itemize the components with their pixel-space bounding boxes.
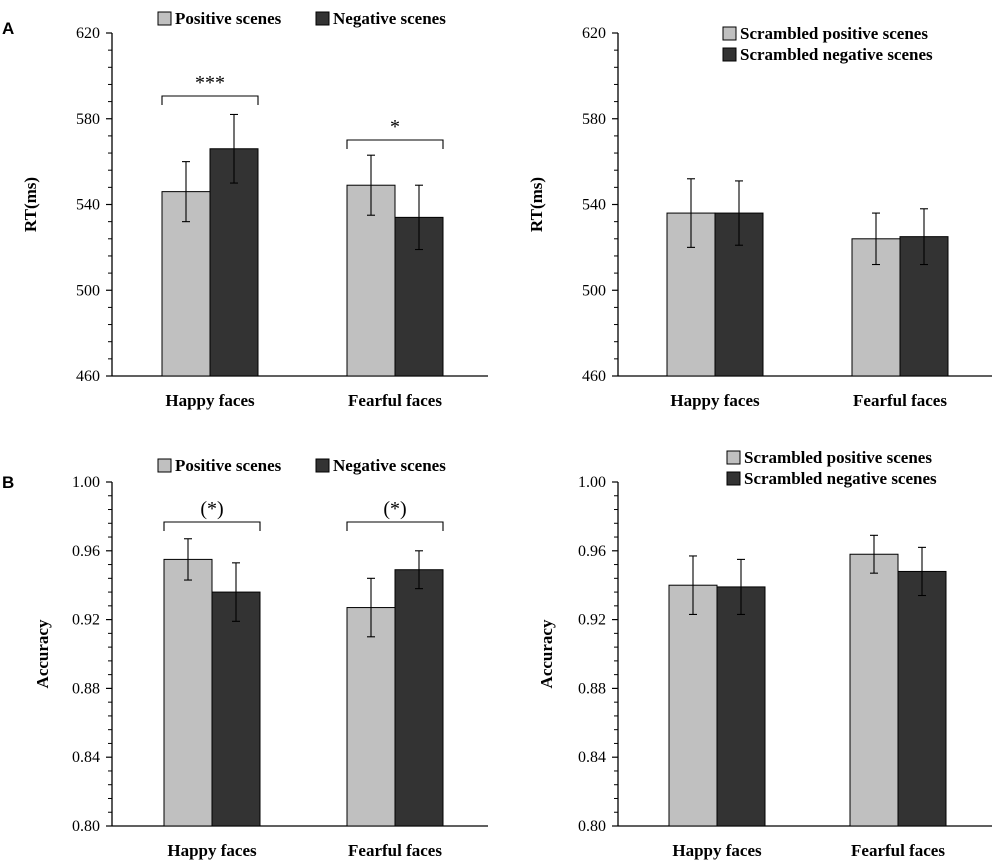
y-tick-label: 0.96 bbox=[578, 543, 606, 560]
bar-light-fearful bbox=[849, 553, 899, 827]
significance-bracket bbox=[163, 521, 261, 531]
legend-swatch-light bbox=[722, 26, 737, 41]
y-tick-label: 620 bbox=[76, 25, 100, 42]
x-category-label: Happy faces bbox=[670, 391, 760, 410]
bar-dark-happy bbox=[211, 591, 261, 827]
chart-4: 0.80 0.84 0.88 0.92 0.96 1.00 Accuracy Happy fa… bbox=[537, 448, 992, 860]
significance-label: * bbox=[390, 116, 400, 138]
y-tick-label: 0.84 bbox=[578, 749, 606, 766]
legend-label: Negative scenes bbox=[333, 9, 446, 28]
charts-group: 460 500 540 580 620 RT(ms) Happy faces Fearful … bbox=[21, 9, 992, 860]
y-tick-label: 460 bbox=[76, 368, 100, 385]
legend: Scrambled positive scenes Scrambled negat… bbox=[726, 448, 937, 488]
x-category-label: Happy faces bbox=[165, 391, 255, 410]
legend-label: Negative scenes bbox=[333, 456, 446, 475]
significance-bracket bbox=[161, 95, 259, 105]
panel-label-a: A bbox=[2, 19, 14, 38]
panel-label-b: B bbox=[2, 473, 14, 492]
legend-label: Scrambled positive scenes bbox=[744, 448, 932, 467]
x-category-label: Happy faces bbox=[167, 841, 257, 860]
x-category-label: Fearful faces bbox=[853, 391, 947, 410]
chart-1: 460 500 540 580 620 RT(ms) Happy faces Fearful … bbox=[21, 9, 488, 410]
bar-dark-happy bbox=[716, 586, 766, 827]
bar-light-happy bbox=[161, 191, 211, 377]
legend-swatch-light bbox=[157, 11, 172, 26]
y-tick-label: 540 bbox=[582, 197, 606, 214]
legend-label: Positive scenes bbox=[175, 9, 282, 28]
bar-light-happy bbox=[668, 584, 718, 827]
bar-light-fearful bbox=[346, 184, 396, 377]
chart-2: 460 500 540 580 620 RT(ms) Happy faces Fearful … bbox=[527, 24, 992, 410]
x-category-label: Fearful faces bbox=[851, 841, 945, 860]
y-tick-label: 0.80 bbox=[578, 818, 606, 835]
y-tick-label: 0.80 bbox=[72, 818, 100, 835]
y-axis-title: Accuracy bbox=[537, 619, 556, 688]
legend: Positive scenes Negative scenes bbox=[157, 9, 446, 28]
legend-swatch-dark bbox=[726, 471, 741, 486]
legend-swatch-dark bbox=[315, 11, 330, 26]
y-tick-label: 1.00 bbox=[578, 474, 606, 491]
legend-swatch-dark bbox=[722, 47, 737, 62]
y-tick-label: 620 bbox=[582, 25, 606, 42]
bar-dark-happy bbox=[209, 148, 259, 377]
y-tick-label: 500 bbox=[582, 282, 606, 299]
y-tick-label: 500 bbox=[76, 282, 100, 299]
y-tick-label: 580 bbox=[582, 111, 606, 128]
bar-dark-fearful bbox=[897, 570, 947, 827]
significance-label: (*) bbox=[200, 498, 223, 520]
y-axis-title: RT(ms) bbox=[527, 177, 546, 232]
legend-swatch-dark bbox=[315, 458, 330, 473]
legend-label: Scrambled positive scenes bbox=[740, 24, 928, 43]
bar-light-fearful bbox=[346, 607, 396, 827]
significance-bracket bbox=[346, 521, 444, 531]
legend-swatch-light bbox=[726, 450, 741, 465]
bar-light-happy bbox=[163, 558, 213, 827]
bar-dark-fearful bbox=[394, 569, 444, 827]
y-tick-label: 580 bbox=[76, 111, 100, 128]
significance-label: (*) bbox=[383, 498, 406, 520]
y-tick-label: 0.88 bbox=[72, 680, 100, 697]
y-tick-label: 0.96 bbox=[72, 543, 100, 560]
y-tick-label: 0.88 bbox=[578, 680, 606, 697]
legend-label: Scrambled negative scenes bbox=[744, 469, 937, 488]
y-axis-title: Accuracy bbox=[33, 619, 52, 688]
x-category-label: Fearful faces bbox=[348, 841, 442, 860]
y-tick-label: 0.92 bbox=[578, 612, 606, 629]
significance-label: *** bbox=[195, 72, 225, 94]
y-axis-title: RT(ms) bbox=[21, 177, 40, 232]
y-tick-label: 460 bbox=[582, 368, 606, 385]
legend-label: Positive scenes bbox=[175, 456, 282, 475]
significance-bracket bbox=[346, 139, 444, 149]
x-category-label: Happy faces bbox=[672, 841, 762, 860]
legend: Scrambled positive scenes Scrambled negat… bbox=[722, 24, 933, 64]
legend-label: Scrambled negative scenes bbox=[740, 45, 933, 64]
x-category-label: Fearful faces bbox=[348, 391, 442, 410]
y-tick-label: 0.92 bbox=[72, 612, 100, 629]
legend-swatch-light bbox=[157, 458, 172, 473]
y-tick-label: 540 bbox=[76, 197, 100, 214]
y-tick-label: 0.84 bbox=[72, 749, 100, 766]
chart-3: 0.80 0.84 0.88 0.92 0.96 1.00 Accuracy Happy fa… bbox=[33, 456, 488, 860]
y-tick-label: 1.00 bbox=[72, 474, 100, 491]
legend: Positive scenes Negative scenes bbox=[157, 456, 446, 475]
